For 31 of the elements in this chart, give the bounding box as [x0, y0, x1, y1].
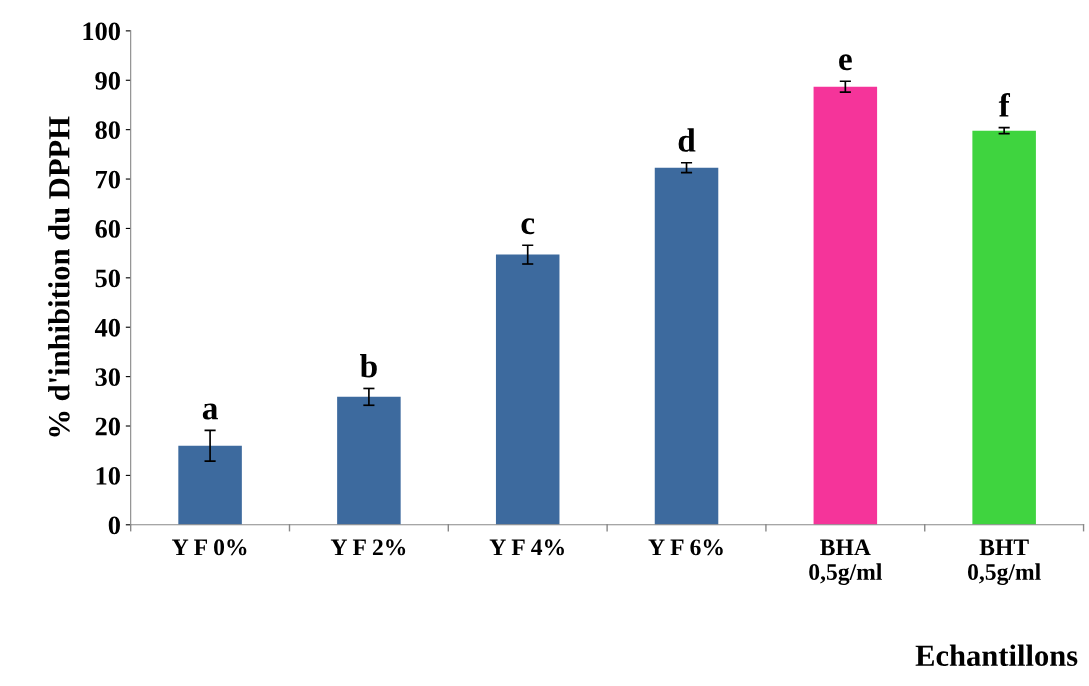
annotation: d: [678, 128, 696, 152]
bar: [178, 445, 242, 525]
y-axis-title: % d'inhibition du DPPH: [48, 116, 70, 437]
bar: [654, 167, 719, 525]
y-tick-label: 100: [83, 22, 120, 41]
y-tick-label: 70: [96, 170, 120, 189]
x-tick-label: Y F 0%: [172, 539, 247, 556]
bar: [495, 254, 560, 525]
bar: [337, 396, 401, 525]
y-tick-label: 50: [95, 269, 120, 288]
y-tick-label: 20: [95, 417, 120, 436]
x-tick-label: Y F 2%: [330, 539, 406, 556]
y-tick-label: 0: [108, 516, 120, 535]
annotation: f: [998, 92, 1011, 117]
x-tick-label: BHA 0,5g/ml: [809, 539, 882, 585]
y-tick-label: 90: [95, 71, 120, 90]
annotation: a: [202, 403, 218, 420]
annotation: c: [521, 218, 535, 235]
annotation: b: [360, 354, 377, 378]
y-tick-label: 30: [95, 368, 120, 387]
bar: [813, 86, 878, 525]
y-tick-label: 80: [95, 121, 120, 140]
x-axis-title: Echantillons: [915, 644, 1078, 667]
y-tick-label: 10: [96, 467, 120, 485]
annotation: e: [839, 54, 852, 71]
bar: [972, 130, 1036, 525]
x-tick-label: Y F 4%: [489, 539, 564, 556]
x-tick-label: BHT 0,5g/ml: [968, 539, 1041, 585]
y-tick-label: 60: [95, 220, 120, 238]
x-tick-label: Y F 6%: [648, 539, 723, 556]
y-tick-label: 40: [94, 318, 120, 337]
